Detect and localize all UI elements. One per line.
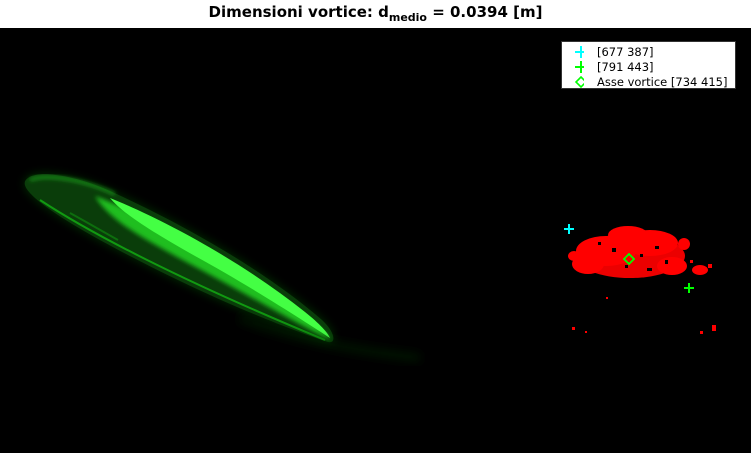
- title-prefix: Dimensioni vortice: d: [208, 3, 389, 21]
- legend-item-green: [791 443]: [562, 59, 737, 75]
- vortex-region: [568, 226, 716, 334]
- vortex-axis-marker: [622, 252, 636, 266]
- legend-item-axis: Asse vortice [734 415]: [562, 74, 737, 90]
- green-plus-marker: [684, 283, 694, 293]
- image-canvas: [24, 174, 716, 361]
- legend-label: Asse vortice [734 415]: [597, 75, 728, 89]
- title-subscript: medio: [388, 11, 427, 24]
- diamond-icon: [574, 75, 584, 89]
- blade-airfoil: [24, 174, 421, 361]
- cyan-plus-marker: [564, 224, 574, 234]
- cyan-plus-icon: [575, 46, 584, 58]
- green-plus-icon: [575, 61, 584, 73]
- legend: [677 387] [791 443] Asse vortice [734 41…: [561, 41, 736, 89]
- legend-label: [791 443]: [597, 60, 654, 74]
- plot-title: Dimensioni vortice: dmedio = 0.0394 [m]: [0, 0, 751, 28]
- legend-label: [677 387]: [597, 45, 654, 59]
- image-frame: [0, 28, 751, 453]
- title-suffix: = 0.0394 [m]: [426, 3, 543, 21]
- legend-item-cyan: [677 387]: [562, 44, 737, 60]
